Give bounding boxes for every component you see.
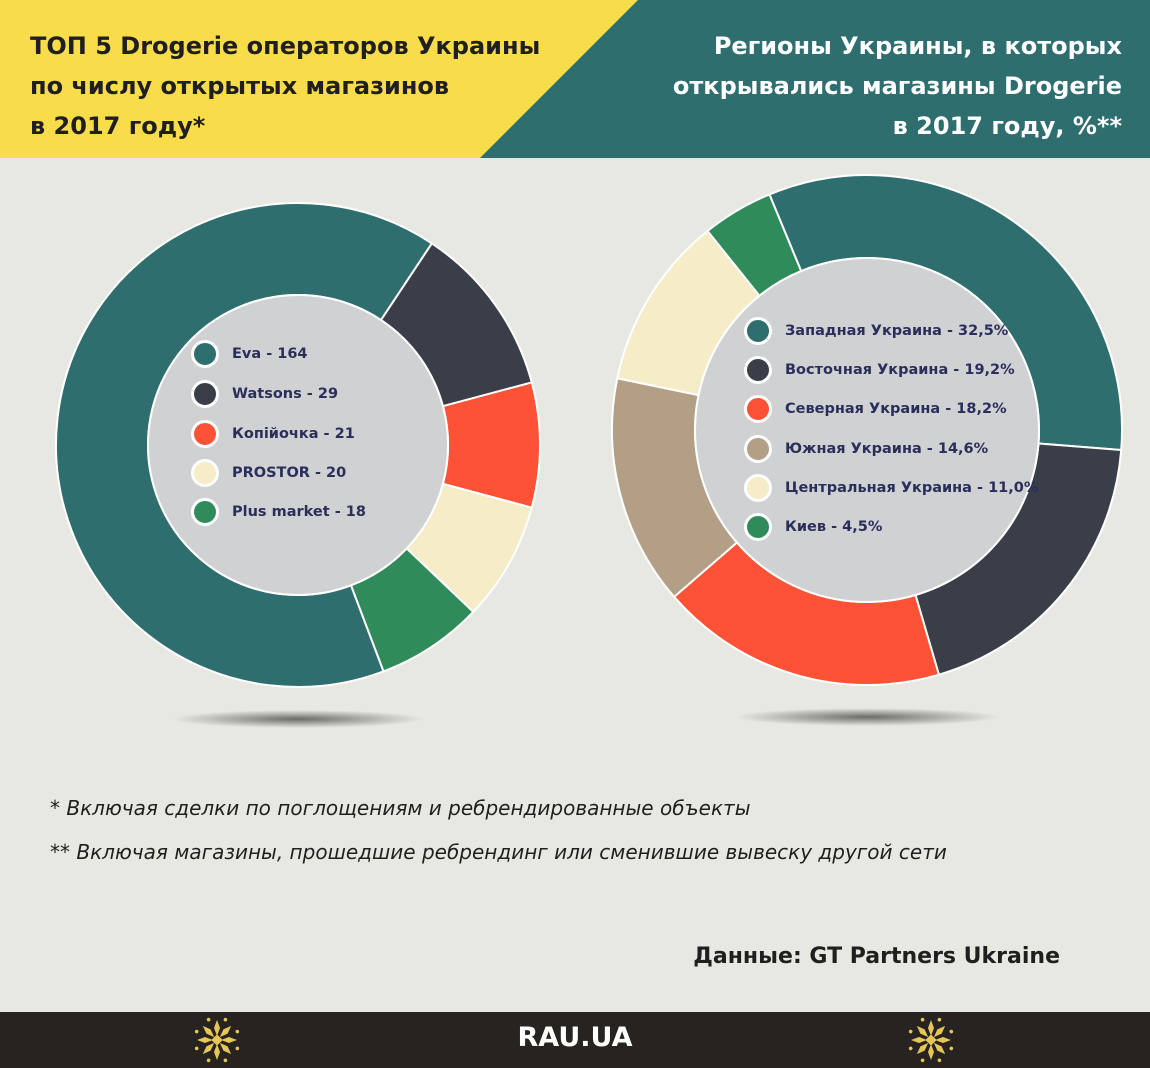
left-title-line: в 2017 году* — [30, 112, 206, 140]
data-source: Данные: GT Partners Ukraine — [693, 944, 1060, 969]
legend-swatch — [744, 356, 772, 384]
legend-item: Восточная Украина - 19,2% — [744, 355, 1015, 385]
legend-swatch — [191, 420, 219, 448]
legend-swatch — [744, 435, 772, 463]
legend-item: Watsons - 29 — [191, 379, 338, 409]
header-background — [0, 0, 1150, 158]
legend-item: Eva - 164 — [191, 339, 308, 369]
donut-shadow — [172, 710, 424, 728]
legend-item: Центральная Украина - 11,0% — [744, 473, 1038, 503]
legend-label: Копійочка - 21 — [232, 426, 355, 442]
legend-swatch — [744, 474, 772, 502]
legend-item: Северная Украина - 18,2% — [744, 394, 1007, 424]
legend-swatch — [191, 459, 219, 487]
left-chart-title: ТОП 5 Drogerie операторов Украины по чис… — [30, 26, 590, 146]
legend-label: PROSTOR - 20 — [232, 465, 347, 481]
legend-swatch — [744, 513, 772, 541]
snowflake-ornament-icon — [908, 1017, 954, 1063]
legend-label: Восточная Украина - 19,2% — [785, 362, 1015, 378]
legend-label: Западная Украина - 32,5% — [785, 323, 1009, 339]
legend-item: Киев - 4,5% — [744, 512, 882, 542]
legend-label: Киев - 4,5% — [785, 519, 883, 535]
right-title-line: в 2017 году, %** — [892, 112, 1122, 140]
legend-label: Северная Украина - 18,2% — [785, 401, 1007, 417]
legend-item: Западная Украина - 32,5% — [744, 316, 1008, 346]
legend-swatch — [744, 395, 772, 423]
donut-charts-svg — [55, 174, 1123, 728]
charts-area: Eva - 164 Watsons - 29 Копійочка - 21 PR… — [0, 158, 1150, 758]
legend-item: PROSTOR - 20 — [191, 458, 346, 488]
header-yellow-panel — [0, 0, 638, 158]
left-title-line: по числу открытых магазинов — [30, 72, 450, 100]
footer-bar: RAU.UA — [0, 1012, 1150, 1068]
legend-swatch — [191, 340, 219, 368]
footnote-double-star: ** Включая магазины, прошедшие ребрендин… — [50, 840, 947, 864]
legend-swatch — [744, 317, 772, 345]
legend-swatch — [191, 498, 219, 526]
legend-item: Копійочка - 21 — [191, 419, 355, 449]
operators-donut-center — [147, 294, 449, 596]
right-title-line: Регионы Украины, в которых — [713, 32, 1122, 60]
brand-logo-text[interactable]: RAU.UA — [517, 1022, 633, 1053]
legend-swatch — [191, 380, 219, 408]
donut-shadow — [734, 708, 1000, 726]
legend-label: Plus market - 18 — [232, 504, 366, 520]
legend-item: Южная Украина - 14,6% — [744, 434, 988, 464]
legend-label: Eva - 164 — [232, 346, 308, 362]
snowflake-ornament-icon — [194, 1017, 240, 1063]
legend-label: Южная Украина - 14,6% — [785, 441, 989, 457]
header: ТОП 5 Drogerie операторов Украины по чис… — [0, 0, 1150, 158]
right-title-line: открывались магазины Drogerie — [672, 72, 1122, 100]
legend-item: Plus market - 18 — [191, 497, 366, 527]
footnote-single-star: * Включая сделки по поглощениям и ребрен… — [50, 796, 751, 820]
regions-donut-center — [694, 257, 1040, 603]
right-chart-title: Регионы Украины, в которых открывались м… — [482, 26, 1122, 146]
legend-label: Watsons - 29 — [232, 386, 339, 402]
left-title-line: ТОП 5 Drogerie операторов Украины — [30, 32, 541, 60]
legend-label: Центральная Украина - 11,0% — [785, 480, 1039, 496]
